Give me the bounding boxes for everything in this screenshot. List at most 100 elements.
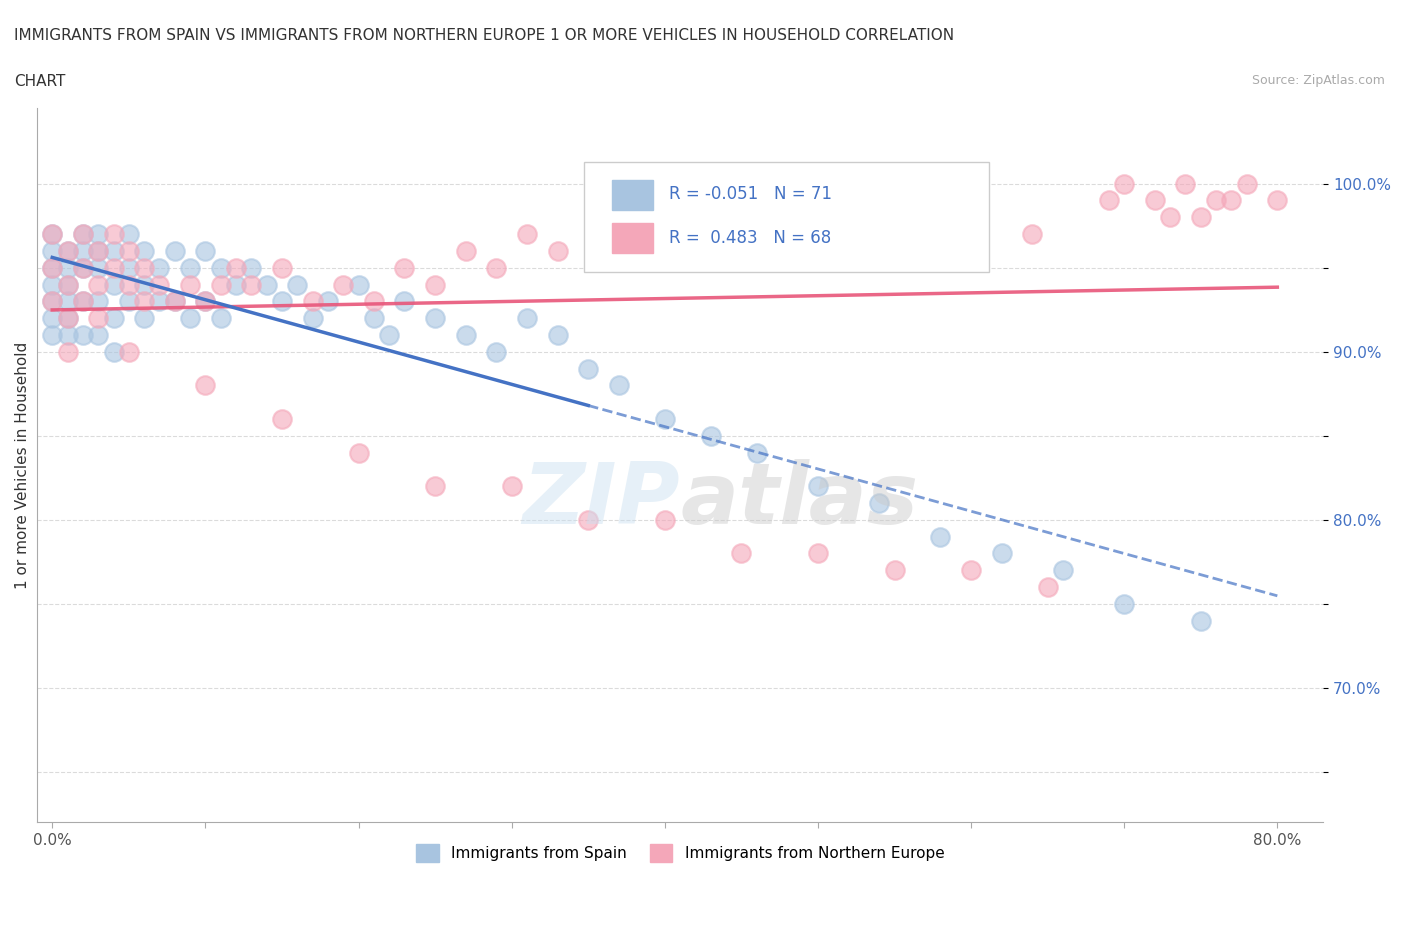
Point (72, 294, 94, 309)
Point (72, 260, 94, 275)
Point (41, 227, 63, 242)
Point (1236, 176, 1258, 191)
Text: Source: ZipAtlas.com: Source: ZipAtlas.com (1251, 74, 1385, 87)
Point (56, 327, 79, 342)
Point (332, 277, 354, 292)
Point (209, 260, 232, 275)
Point (87, 294, 110, 309)
Point (72, 227, 94, 242)
Point (576, 512, 599, 527)
Point (271, 260, 294, 275)
Point (316, 294, 339, 309)
Point (118, 277, 141, 292)
Point (87, 244, 110, 259)
Point (87, 227, 110, 242)
Point (163, 244, 186, 259)
Point (118, 244, 141, 259)
Point (194, 294, 217, 309)
Point (179, 277, 201, 292)
Point (240, 260, 263, 275)
Point (87, 244, 110, 259)
Point (72, 227, 94, 242)
Point (700, 429, 723, 444)
Point (118, 227, 141, 242)
Point (56, 244, 79, 259)
Bar (612, 223, 654, 253)
Point (148, 260, 170, 275)
Point (547, 327, 569, 342)
Point (990, 546, 1012, 561)
Text: IMMIGRANTS FROM SPAIN VS IMMIGRANTS FROM NORTHERN EUROPE 1 OR MORE VEHICLES IN H: IMMIGRANTS FROM SPAIN VS IMMIGRANTS FROM… (14, 28, 955, 43)
Point (838, 210, 860, 225)
Point (56, 311, 79, 325)
Point (960, 210, 983, 225)
Text: ZIP: ZIP (523, 459, 681, 542)
Point (423, 311, 446, 325)
Point (1143, 193, 1166, 208)
Point (423, 277, 446, 292)
Point (163, 294, 186, 309)
Point (592, 227, 614, 242)
Point (1189, 613, 1212, 628)
Point (41, 277, 63, 292)
Point (41, 294, 63, 309)
Point (148, 277, 170, 292)
Point (423, 479, 446, 494)
Point (103, 244, 125, 259)
Point (807, 546, 830, 561)
Point (163, 294, 186, 309)
Point (730, 210, 752, 225)
Point (378, 327, 401, 342)
Point (807, 479, 830, 494)
Point (485, 344, 508, 359)
Point (194, 244, 217, 259)
Point (868, 496, 890, 511)
Point (454, 327, 477, 342)
Point (745, 445, 768, 460)
Point (41, 327, 63, 342)
Point (209, 311, 232, 325)
Point (301, 311, 323, 325)
Point (654, 512, 676, 527)
Point (41, 260, 63, 275)
Text: CHART: CHART (14, 74, 66, 89)
Point (56, 311, 79, 325)
Point (118, 260, 141, 275)
Point (41, 244, 63, 259)
Point (363, 294, 385, 309)
Point (516, 227, 538, 242)
Point (56, 244, 79, 259)
Point (87, 327, 110, 342)
Point (103, 277, 125, 292)
Point (225, 277, 247, 292)
Point (118, 344, 141, 359)
Legend: Immigrants from Spain, Immigrants from Northern Europe: Immigrants from Spain, Immigrants from N… (409, 838, 950, 869)
Point (41, 260, 63, 275)
Point (103, 344, 125, 359)
Point (103, 260, 125, 275)
Point (41, 311, 63, 325)
Point (1114, 176, 1136, 191)
Point (1189, 210, 1212, 225)
Point (547, 244, 569, 259)
Point (960, 563, 983, 578)
Point (1174, 176, 1197, 191)
Point (685, 227, 707, 242)
Point (607, 378, 630, 392)
Point (638, 244, 661, 259)
Point (134, 311, 156, 325)
Point (148, 294, 170, 309)
Point (394, 260, 416, 275)
Text: atlas: atlas (681, 459, 918, 542)
Point (87, 260, 110, 275)
Y-axis label: 1 or more Vehicles in Household: 1 or more Vehicles in Household (15, 341, 30, 589)
Point (179, 311, 201, 325)
Point (87, 311, 110, 325)
FancyBboxPatch shape (583, 162, 988, 272)
Point (1114, 596, 1136, 611)
Point (56, 277, 79, 292)
Text: R = -0.051   N = 71: R = -0.051 N = 71 (668, 185, 831, 203)
Point (501, 479, 523, 494)
Point (347, 277, 370, 292)
Point (56, 260, 79, 275)
